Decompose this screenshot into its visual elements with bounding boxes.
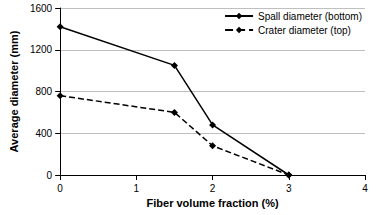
svg-text:Fiber volume fraction (%): Fiber volume fraction (%) bbox=[147, 197, 279, 209]
svg-text:1600: 1600 bbox=[30, 3, 53, 14]
svg-text:3: 3 bbox=[286, 183, 292, 194]
svg-text:Crater diameter (top): Crater diameter (top) bbox=[258, 25, 351, 36]
svg-text:1200: 1200 bbox=[30, 44, 53, 55]
svg-text:4: 4 bbox=[362, 183, 368, 194]
svg-text:800: 800 bbox=[35, 86, 52, 97]
svg-text:400: 400 bbox=[35, 128, 52, 139]
svg-text:0: 0 bbox=[47, 170, 53, 181]
svg-text:Spall diameter (bottom): Spall diameter (bottom) bbox=[258, 11, 362, 22]
svg-text:2: 2 bbox=[210, 183, 216, 194]
svg-text:0: 0 bbox=[57, 183, 63, 194]
svg-text:1: 1 bbox=[134, 183, 140, 194]
svg-text:Average diameter (mm): Average diameter (mm) bbox=[8, 30, 20, 152]
